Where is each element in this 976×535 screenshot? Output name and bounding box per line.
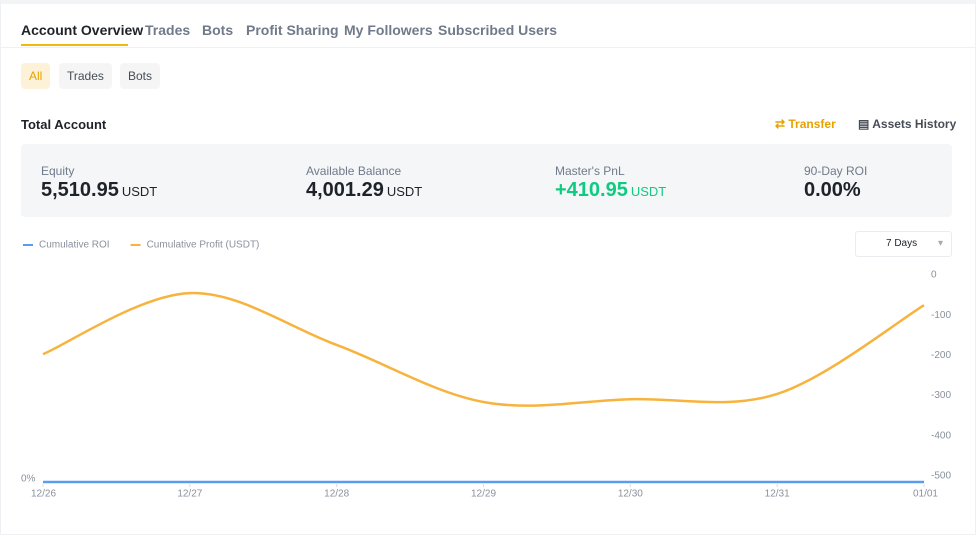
x-tick-label: 12/30 <box>618 489 643 500</box>
series-line <box>42 291 925 407</box>
tab[interactable]: Profit Sharing <box>246 22 339 38</box>
period-label: 7 Days <box>886 238 918 249</box>
chart: 0% 0 -100 -200 -300 -400 -500 12/26 12/27 12/28 12… <box>21 240 951 500</box>
stat-label: Available Balance <box>306 164 402 178</box>
y2-tick-label: -300 <box>931 390 951 401</box>
tab[interactable]: Bots <box>202 22 234 38</box>
assets-history-button[interactable]: ▤ Assets History <box>858 117 957 131</box>
stat-unit: USDT <box>630 184 667 199</box>
transfer-button[interactable]: ⇄ Transfer <box>775 117 836 131</box>
stat-value: 0.00% <box>804 179 861 202</box>
stat-label: Equity <box>41 164 75 178</box>
stat-label: Master's PnL <box>555 164 625 178</box>
stat-value: 4,001.29 USDT <box>306 179 422 202</box>
stat-value: +410.95 USDT <box>555 179 666 202</box>
tab[interactable]: Account Overview <box>21 22 144 38</box>
y2-tick-label: 0 <box>931 270 937 281</box>
stat-value: 5,510.95 USDT <box>41 179 157 202</box>
y2-tick-label: -400 <box>931 430 951 441</box>
legend-label: Cumulative ROI <box>39 240 110 251</box>
stat-unit: USDT <box>121 184 158 199</box>
y2-tick-label: -200 <box>931 350 951 361</box>
legend-label: Cumulative Profit (USDT) <box>147 240 260 251</box>
filter[interactable]: All <box>21 63 51 89</box>
transfer-label: Transfer <box>788 117 836 131</box>
stat-number: 5,510.95 <box>41 179 119 201</box>
divider <box>1 47 975 48</box>
y2-tick-label: -100 <box>931 310 951 321</box>
stats-panel <box>21 144 952 217</box>
x-tick-label: 12/27 <box>177 489 202 500</box>
stat-number: +410.95 <box>555 179 628 201</box>
stat-unit: USDT <box>386 184 423 199</box>
x-tick-label: 12/26 <box>31 489 56 500</box>
filter[interactable]: Trades <box>59 63 112 89</box>
tab[interactable]: My Followers <box>344 22 433 38</box>
stat-number: 4,001.29 <box>306 179 384 201</box>
period-dropdown[interactable]: 7 Days ▾ <box>855 231 952 257</box>
filter[interactable]: Bots <box>120 63 161 89</box>
y-tick-label: 0% <box>21 474 36 485</box>
stat-number: 0.00% <box>804 179 861 201</box>
stat-label: 90-Day ROI <box>804 164 868 178</box>
x-tick-label: 12/29 <box>471 489 496 500</box>
tab[interactable]: Trades <box>145 22 191 38</box>
x-tick-label: 01/01 <box>913 489 938 500</box>
x-tick-label: 12/28 <box>324 489 349 500</box>
tab[interactable]: Subscribed Users <box>438 22 558 38</box>
assets-history-label: Assets History <box>872 117 957 131</box>
dropdown-arrow: ▾ <box>937 238 943 249</box>
x-tick-label: 12/31 <box>765 489 790 500</box>
section-title: Total Account <box>21 117 107 132</box>
tab-underline <box>21 44 128 46</box>
y2-tick-label: -500 <box>931 471 951 482</box>
